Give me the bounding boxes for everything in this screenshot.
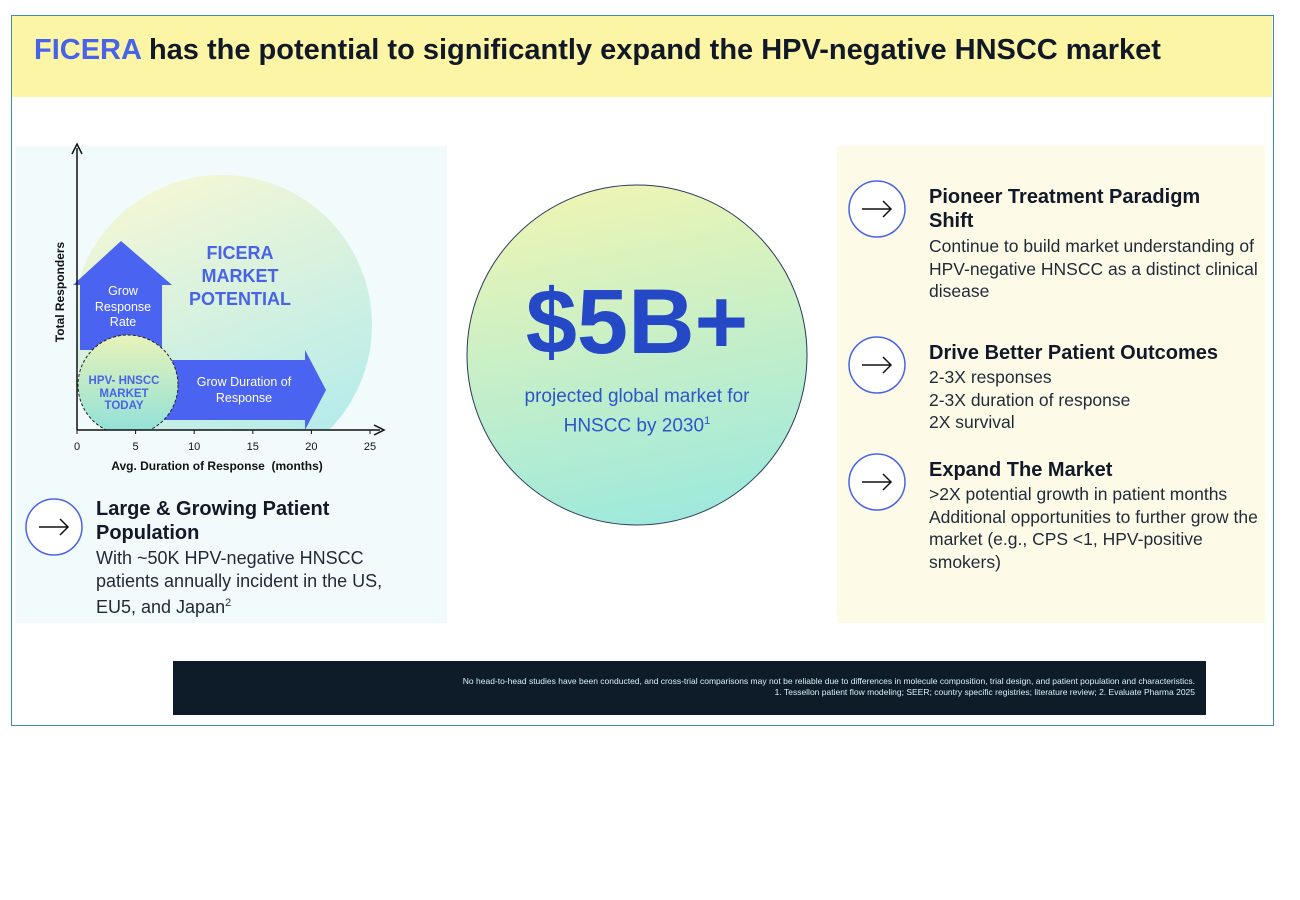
point-line: 2X survival bbox=[929, 412, 1015, 432]
arrow-icon bbox=[848, 180, 906, 238]
header-band bbox=[12, 16, 1272, 97]
center-graphic bbox=[466, 184, 808, 526]
point-line: 2-3X responses bbox=[929, 367, 1052, 387]
title-highlight: FICERA bbox=[34, 34, 141, 66]
up-arrow bbox=[73, 241, 172, 350]
grow-rate-label: Grow Response Rate bbox=[94, 284, 152, 329]
x-tick-label: 5 bbox=[133, 441, 139, 453]
x-tick-label: 25 bbox=[364, 441, 376, 453]
point-line: Additional opportunities to further grow… bbox=[929, 506, 1258, 572]
left-point-title: Large & Growing Patient Population bbox=[96, 498, 330, 544]
x-tick-label: 10 bbox=[188, 441, 200, 453]
footer-bar bbox=[173, 661, 1206, 715]
x-axis-label: Avg. Duration of Response (months) bbox=[111, 459, 323, 473]
y-arrowhead bbox=[71, 142, 83, 155]
slide-title: FICERA has the potential to significantl… bbox=[34, 34, 1161, 67]
left-point-body: With ~50K HPV-negative HNSCC patients an… bbox=[96, 547, 406, 619]
y-axis-label: Total Responders bbox=[53, 241, 67, 342]
market-caption: projected global market for HNSCC by 203… bbox=[507, 385, 767, 438]
point-title: Expand The Market bbox=[929, 459, 1113, 481]
x-tick-label: 0 bbox=[74, 441, 80, 453]
footnote-ref: 2 bbox=[225, 597, 232, 609]
x-arrowhead bbox=[373, 424, 386, 436]
icon-arrow bbox=[862, 356, 893, 374]
right-panel bbox=[837, 146, 1265, 623]
icon-arrow bbox=[862, 473, 893, 491]
market-value: $5B+ bbox=[525, 271, 749, 373]
title-text: has the potential to significantly expan… bbox=[148, 34, 1161, 66]
x-tick-label: 20 bbox=[305, 441, 317, 453]
point-title: Pioneer Treatment Paradigm Shift bbox=[929, 186, 1201, 232]
point-body: Continue to build market understanding o… bbox=[929, 235, 1259, 303]
point-body: >2X potential growth in patient months Ad… bbox=[929, 483, 1259, 573]
point-line: >2X potential growth in patient months bbox=[929, 484, 1228, 504]
left-point-text: With ~50K HPV-negative HNSCC patients an… bbox=[96, 548, 383, 617]
arrow-icon bbox=[848, 336, 906, 394]
point-line: Continue to build market understanding o… bbox=[929, 236, 1258, 301]
slide-frame bbox=[11, 15, 1274, 726]
disclaimer: No head-to-head studies have been conduc… bbox=[462, 676, 1195, 686]
today-circle bbox=[77, 334, 179, 430]
potential-label: FICERA MARKET POTENTIAL bbox=[189, 243, 291, 309]
center-circle bbox=[466, 184, 808, 526]
caption-text: projected global market for HNSCC by 203… bbox=[524, 386, 750, 437]
today-label: HPV- HNSCC MARKET TODAY bbox=[88, 375, 160, 412]
point-body: 2-3X responses 2-3X duration of response 2… bbox=[929, 366, 1259, 434]
right-arrow bbox=[160, 350, 326, 430]
x-tick-label: 15 bbox=[247, 441, 259, 453]
arrow-icon bbox=[848, 453, 906, 511]
footnote-ref: 1 bbox=[704, 415, 711, 427]
icon-arrow bbox=[862, 200, 893, 218]
point-line: 2-3X duration of response bbox=[929, 389, 1131, 410]
footer-text: No head-to-head studies have been conduc… bbox=[180, 676, 1195, 698]
arrow-icon bbox=[25, 498, 83, 556]
grow-duration-label: Grow Duration of Response bbox=[196, 375, 292, 405]
point-title: Drive Better Patient Outcomes bbox=[929, 342, 1218, 364]
diagram: Total Responders Avg. Duration of Respon… bbox=[53, 142, 386, 473]
sources: 1. Tessellon patient flow modeling; SEER… bbox=[774, 687, 1195, 697]
